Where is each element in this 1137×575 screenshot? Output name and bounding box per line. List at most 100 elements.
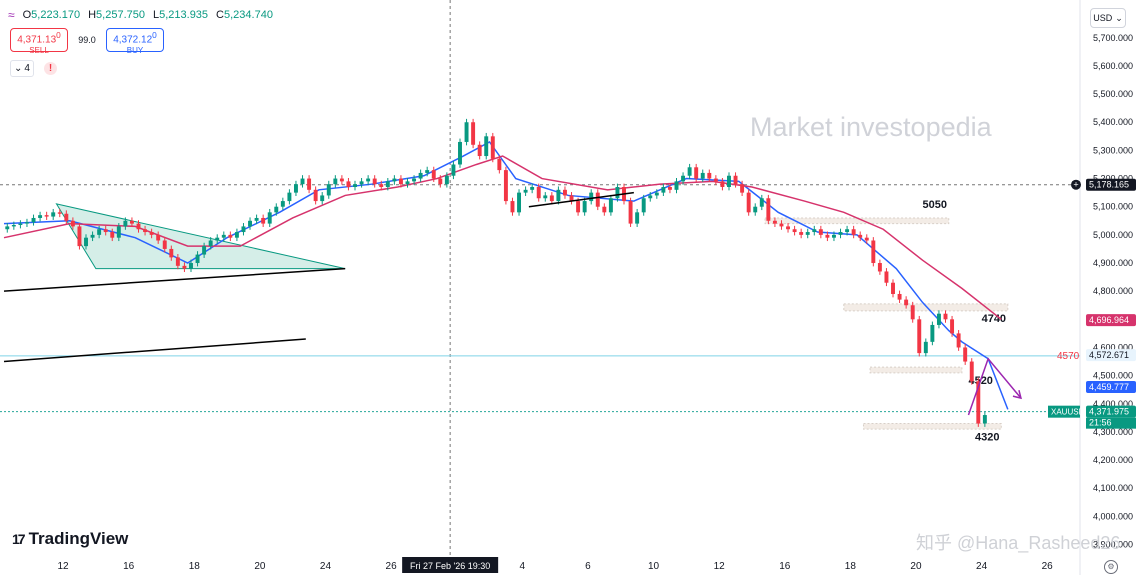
candle-body <box>359 181 364 185</box>
candle-body <box>438 178 443 185</box>
y-tick-label: 5,100.000 <box>1093 202 1133 212</box>
moving-average-line <box>3 140 1009 410</box>
candle-body <box>385 181 390 187</box>
level-4570-label: 4570 <box>1057 351 1080 362</box>
symbol-icon: ≈ <box>8 8 15 22</box>
support-resistance-zone <box>862 422 1002 430</box>
x-tick-label: 12 <box>57 561 69 572</box>
y-tick-label: 5,000.000 <box>1093 230 1133 240</box>
candle-body <box>228 234 233 238</box>
candle-body <box>477 144 482 157</box>
candle-body <box>339 178 344 182</box>
candle-body <box>976 381 981 424</box>
indicators-toggle[interactable]: ⌄ 4 <box>10 60 34 77</box>
currency-selector[interactable]: USD ⌄ <box>1090 8 1126 28</box>
candle-body <box>661 187 666 193</box>
candle-body <box>877 263 882 272</box>
candle-body <box>864 237 869 241</box>
x-tick-label: 24 <box>976 561 988 572</box>
candle-body <box>891 282 895 294</box>
candle-body <box>320 195 325 202</box>
candle-body <box>241 226 246 233</box>
buy-button[interactable]: 4,372.120 BUY <box>106 28 164 55</box>
candle-body <box>431 170 436 179</box>
price-axis-tag-label: 4,696.964 <box>1089 315 1129 325</box>
x-tick-label: 26 <box>1042 561 1054 572</box>
candle-body <box>740 184 745 193</box>
x-tick-label: 18 <box>845 561 857 572</box>
candle-body <box>405 181 410 185</box>
candle-body <box>149 232 154 235</box>
trendline <box>528 191 634 208</box>
projection-arrowhead <box>1012 389 1022 400</box>
candle-body <box>169 248 174 258</box>
candle-body <box>234 232 239 238</box>
candle-body <box>700 172 705 179</box>
y-tick-label: 5,200.000 <box>1093 174 1133 184</box>
candle-body <box>451 164 456 176</box>
y-tick-label: 4,000.000 <box>1093 511 1133 521</box>
candle-body <box>379 184 384 187</box>
candle-body <box>523 189 528 193</box>
candle-body <box>51 212 56 217</box>
countdown-tag <box>1086 417 1136 429</box>
x-tick-label: 6 <box>585 561 591 572</box>
candle-body <box>602 206 607 213</box>
x-tick-label: 10 <box>648 561 660 572</box>
candle-body <box>70 220 75 227</box>
support-resistance-zone <box>764 217 950 225</box>
candle-body <box>792 229 797 233</box>
candle-body <box>982 415 987 424</box>
y-tick-label: 5,300.000 <box>1093 145 1133 155</box>
candle-body <box>490 136 495 159</box>
candle-body <box>713 178 718 182</box>
candle-body <box>280 201 285 207</box>
x-tick-label: 20 <box>254 561 266 572</box>
candle-body <box>963 347 968 362</box>
candle-body <box>11 225 16 227</box>
x-tick-label: 16 <box>123 561 135 572</box>
candle-body <box>641 198 646 213</box>
candle-body <box>556 189 561 202</box>
candle-body <box>720 181 725 187</box>
y-tick-label: 5,600.000 <box>1093 61 1133 71</box>
candle-body <box>812 229 817 233</box>
trendline <box>3 267 346 292</box>
spread-value: 99.0 <box>78 35 96 45</box>
candle-body <box>910 305 915 320</box>
price-axis-panel <box>1080 0 1137 575</box>
zone-label: 4320 <box>975 431 999 443</box>
support-resistance-zone <box>843 303 1009 312</box>
candle-body <box>484 136 489 157</box>
watermark-text: Market investopedia <box>750 112 992 142</box>
candle-body <box>766 198 771 221</box>
candle-body <box>818 229 823 235</box>
alert-icon[interactable]: ! <box>44 62 57 75</box>
price-axis-tag-label: 4,371.975 <box>1089 407 1129 417</box>
candle-body <box>444 175 449 185</box>
candle-body <box>156 234 161 241</box>
candle-body <box>628 201 633 224</box>
candle-body <box>44 215 49 217</box>
candle-body <box>549 195 554 202</box>
sell-button[interactable]: 4,371.130 SELL <box>10 28 68 55</box>
y-tick-label: 3,900.000 <box>1093 540 1133 550</box>
zone-label: 4740 <box>982 313 1006 325</box>
candle-body <box>805 232 810 235</box>
candle-body <box>917 319 922 354</box>
candle-body <box>215 237 220 241</box>
crosshair-plus-icon <box>1071 179 1081 190</box>
ohlc-open: O5,223.170 <box>22 9 81 21</box>
candle-body <box>123 220 128 227</box>
candle-body <box>615 187 620 199</box>
candle-body <box>103 229 108 233</box>
candle-body <box>884 271 889 283</box>
candle-body <box>779 223 784 227</box>
candle-body <box>936 313 941 325</box>
candle-body <box>471 122 476 145</box>
candle-body <box>195 254 200 264</box>
gear-icon[interactable]: ⚙ <box>1104 560 1118 574</box>
candle-body <box>57 212 62 214</box>
